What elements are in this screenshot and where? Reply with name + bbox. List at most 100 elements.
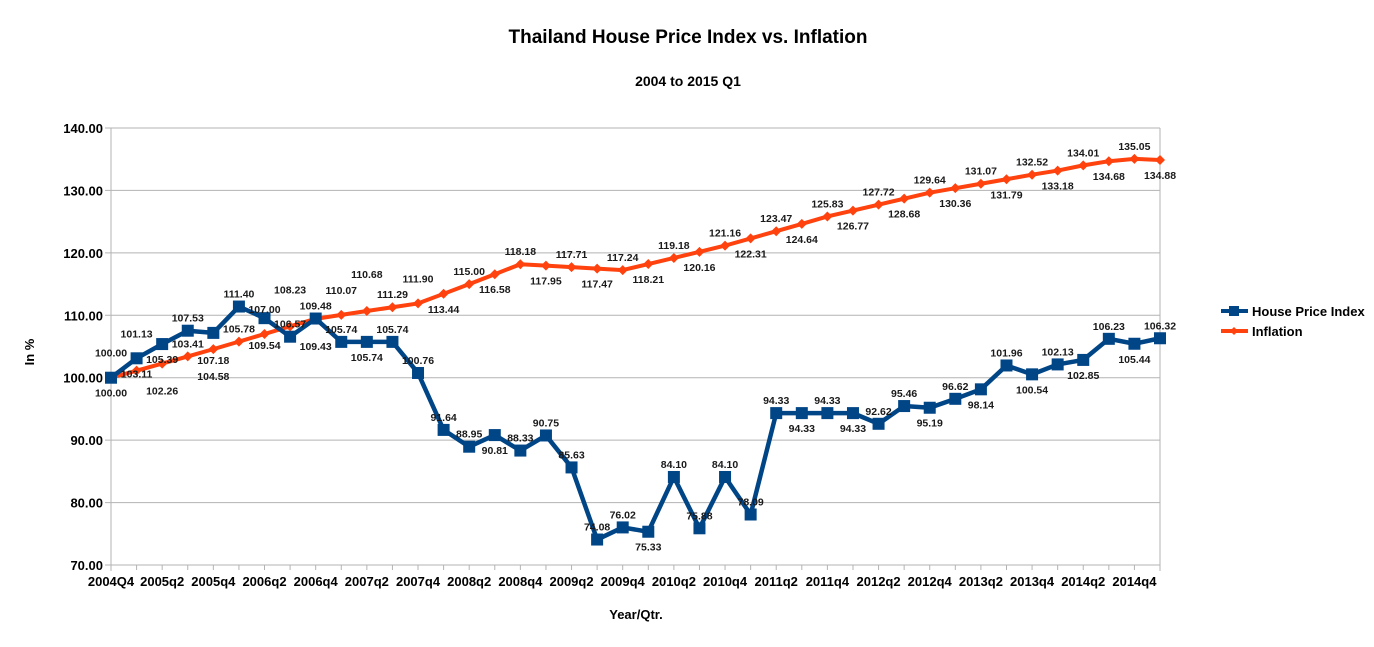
data-label: 133.18 xyxy=(1042,181,1074,193)
data-label: 107.00 xyxy=(248,304,280,316)
x-tick-label: 2009q4 xyxy=(601,574,646,589)
data-label: 130.36 xyxy=(939,198,971,210)
data-point-house-price-index xyxy=(412,366,425,379)
data-point-house-price-index xyxy=(1154,332,1166,345)
data-point-house-price-index xyxy=(667,470,680,483)
data-point-house-price-index xyxy=(770,407,783,420)
data-label: 103.41 xyxy=(172,338,204,350)
data-point-inflation xyxy=(771,226,782,237)
data-point-inflation xyxy=(924,187,935,198)
x-tick-label: 2014q4 xyxy=(1112,574,1157,589)
data-point-house-price-index xyxy=(719,470,732,483)
data-point-inflation xyxy=(617,265,628,276)
data-label: 92.62 xyxy=(865,406,891,418)
data-label: 105.39 xyxy=(146,354,178,366)
data-point-house-price-index xyxy=(284,330,297,343)
data-point-inflation xyxy=(489,269,500,280)
data-label: 105.78 xyxy=(223,324,255,336)
data-point-inflation xyxy=(336,309,347,320)
data-label: 134.88 xyxy=(1144,170,1176,182)
data-point-inflation xyxy=(285,321,296,332)
data-label: 88.95 xyxy=(456,429,482,441)
data-point-inflation xyxy=(1103,156,1114,167)
data-point-house-price-index xyxy=(360,335,373,348)
data-label: 100.00 xyxy=(95,348,127,360)
data-label: 117.24 xyxy=(607,252,639,264)
data-label: 100.76 xyxy=(402,355,434,367)
data-point-inflation xyxy=(720,240,731,251)
y-tick-label: 80.00 xyxy=(70,496,103,511)
data-point-inflation xyxy=(950,183,961,194)
data-point-inflation xyxy=(975,178,986,189)
data-point-house-price-index xyxy=(795,407,808,420)
data-point-inflation xyxy=(515,259,526,270)
data-point-inflation xyxy=(540,260,551,271)
x-tick-label: 2007q2 xyxy=(345,574,389,589)
data-point-house-price-index xyxy=(232,300,245,313)
legend-label: House Price Index xyxy=(1252,304,1365,319)
data-point-inflation xyxy=(668,252,679,263)
x-tick-label: 2004Q4 xyxy=(88,574,135,589)
data-label: 120.16 xyxy=(683,262,715,274)
data-point-house-price-index xyxy=(156,338,169,351)
data-label: 117.47 xyxy=(581,279,613,291)
data-point-inflation xyxy=(1001,174,1012,185)
x-tick-label: 2013q2 xyxy=(959,574,1003,589)
data-point-inflation xyxy=(643,259,654,270)
data-label: 126.77 xyxy=(837,221,869,233)
data-label: 106.32 xyxy=(1144,320,1176,332)
data-point-house-price-index xyxy=(693,522,706,535)
data-label: 96.62 xyxy=(942,381,968,393)
data-label: 132.52 xyxy=(1016,157,1048,169)
data-label: 109.54 xyxy=(248,340,280,352)
y-tick-label: 70.00 xyxy=(70,558,103,573)
y-tick-label: 90.00 xyxy=(70,433,103,448)
legend-square-marker-icon xyxy=(1229,306,1239,316)
data-point-inflation xyxy=(413,298,424,309)
data-point-inflation xyxy=(208,344,219,355)
data-point-house-price-index xyxy=(642,525,655,538)
data-label: 78.09 xyxy=(737,496,763,508)
data-label: 84.10 xyxy=(661,459,687,471)
data-label: 131.07 xyxy=(965,166,997,178)
data-point-inflation xyxy=(361,306,372,317)
data-label: 135.05 xyxy=(1118,141,1150,153)
data-label: 101.13 xyxy=(121,329,153,341)
data-point-house-price-index xyxy=(898,400,911,413)
data-point-house-price-index xyxy=(744,508,757,521)
data-label: 94.33 xyxy=(789,423,815,435)
data-point-house-price-index xyxy=(1026,368,1039,381)
data-point-inflation xyxy=(182,351,193,362)
data-label: 109.43 xyxy=(300,341,332,353)
data-label: 104.58 xyxy=(197,371,229,383)
data-point-house-price-index xyxy=(488,429,501,442)
x-tick-label: 2012q2 xyxy=(857,574,901,589)
data-label: 128.68 xyxy=(888,209,920,221)
data-point-house-price-index xyxy=(949,392,962,405)
data-label: 94.33 xyxy=(840,423,866,435)
data-point-house-price-index xyxy=(105,371,117,384)
data-point-inflation xyxy=(873,199,884,210)
data-label: 117.95 xyxy=(530,276,562,288)
data-label: 116.58 xyxy=(479,284,511,296)
data-point-house-price-index xyxy=(463,440,476,453)
data-point-inflation xyxy=(1078,160,1089,171)
data-label: 102.85 xyxy=(1067,370,1099,382)
chart-title: Thailand House Price Index vs. Inflation xyxy=(509,27,868,48)
data-point-house-price-index xyxy=(514,444,527,457)
x-tick-label: 2008q2 xyxy=(447,574,491,589)
data-point-inflation xyxy=(1129,153,1140,164)
data-label: 102.26 xyxy=(146,386,178,398)
data-point-house-price-index xyxy=(437,423,450,436)
x-tick-label: 2006q4 xyxy=(294,574,339,589)
data-label: 118.21 xyxy=(633,274,665,286)
data-label: 101.96 xyxy=(990,347,1022,359)
y-tick-label: 130.00 xyxy=(63,183,103,198)
data-label: 100.00 xyxy=(95,388,127,400)
x-tick-label: 2013q4 xyxy=(1010,574,1055,589)
data-point-inflation xyxy=(438,288,449,299)
x-tick-label: 2007q4 xyxy=(396,574,441,589)
data-label: 76.02 xyxy=(610,509,636,521)
data-point-inflation xyxy=(1027,169,1038,180)
data-label: 94.33 xyxy=(814,395,840,407)
